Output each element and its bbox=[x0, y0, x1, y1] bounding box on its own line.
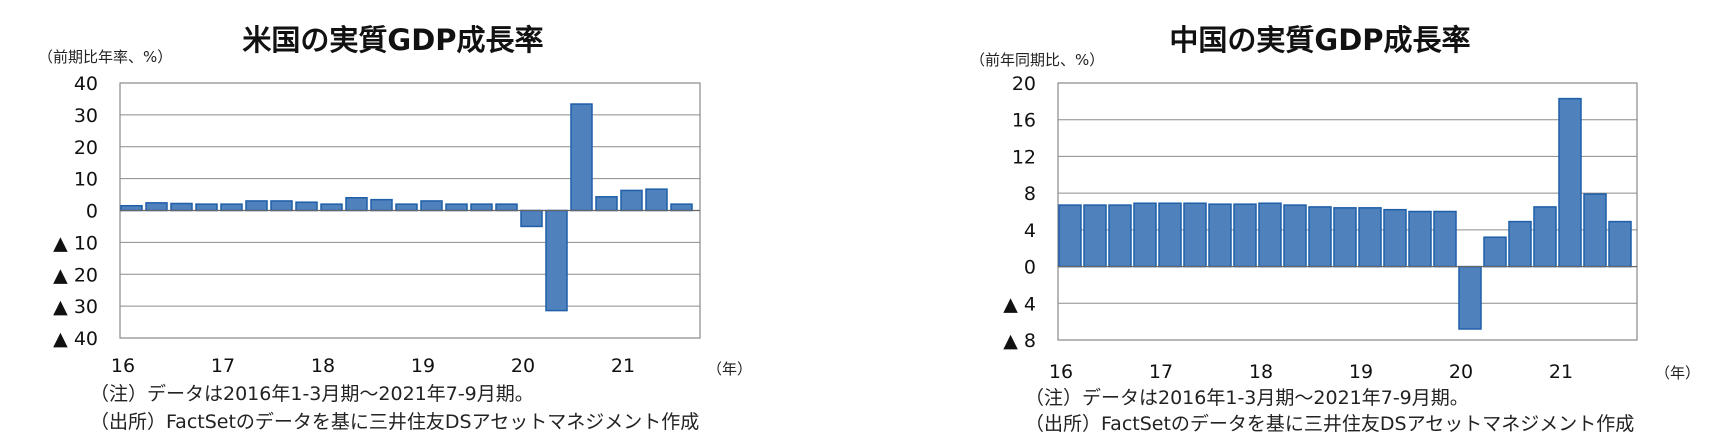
us-bar-2019Q4 bbox=[495, 203, 518, 212]
china-bar-2016Q1 bbox=[1058, 204, 1082, 268]
china-chart-title: 中国の実質GDP成長率 bbox=[1169, 23, 1470, 57]
us-bar-2020Q1 bbox=[520, 209, 543, 228]
china-x-tick-label: 20 bbox=[1449, 361, 1473, 383]
us-bar-2016Q1 bbox=[120, 204, 143, 212]
china-x-axis-unit: （年） bbox=[1655, 364, 1700, 382]
china-bar-2020Q3 bbox=[1508, 220, 1532, 268]
us-bar-2021Q1 bbox=[620, 189, 643, 212]
china-bar-2020Q2 bbox=[1483, 236, 1507, 268]
us-bar-2021Q2 bbox=[645, 188, 668, 212]
china-bar-2021Q3 bbox=[1608, 220, 1632, 268]
us-chart-title: 米国の実質GDP成長率 bbox=[242, 23, 543, 57]
china-y-tick-label: 12 bbox=[1012, 146, 1036, 168]
china-bar-2017Q2 bbox=[1183, 202, 1207, 268]
us-y-tick-label: ▲ 40 bbox=[53, 328, 98, 350]
us-bar-2017Q4 bbox=[295, 201, 318, 212]
us-y-tick-label: 0 bbox=[86, 201, 98, 223]
china-y-tick-label: 20 bbox=[1012, 73, 1036, 95]
china-source: （出所）FactSetのデータを基に三井住友DSアセットマネジメント作成 bbox=[1025, 413, 1634, 435]
us-x-tick-label: 18 bbox=[311, 355, 335, 377]
us-note: （注）データは2016年1-3月期～2021年7-9月期。 bbox=[90, 383, 534, 405]
us-y-axis-unit: （前期比年率、%） bbox=[38, 48, 172, 66]
china-bar-2016Q3 bbox=[1108, 204, 1132, 268]
china-bar-2018Q1 bbox=[1258, 202, 1282, 268]
china-bar-2018Q2 bbox=[1283, 204, 1307, 268]
us-bar-2019Q3 bbox=[470, 203, 493, 212]
us-bar-2020Q2 bbox=[545, 209, 568, 312]
china-bar-2016Q2 bbox=[1083, 204, 1107, 268]
us-bar-2016Q4 bbox=[195, 203, 218, 212]
china-bar-2019Q2 bbox=[1383, 208, 1407, 268]
us-bar-2018Q4 bbox=[395, 203, 418, 212]
china-plot-frame bbox=[1057, 82, 1638, 341]
china-x-tick-label: 16 bbox=[1049, 361, 1073, 383]
china-note: （注）データは2016年1-3月期～2021年7-9月期。 bbox=[1025, 387, 1469, 409]
us-y-tick-label: 30 bbox=[74, 105, 98, 127]
us-x-axis-unit: （年） bbox=[707, 360, 752, 378]
china-x-tick-label: 18 bbox=[1249, 361, 1273, 383]
china-x-tick-label: 17 bbox=[1149, 361, 1173, 383]
us-y-tick-label: ▲ 20 bbox=[53, 264, 98, 286]
us-bar-2020Q4 bbox=[595, 196, 618, 212]
china-y-tick-label: ▲ 8 bbox=[1003, 330, 1036, 352]
china-y-tick-label: 0 bbox=[1024, 257, 1036, 279]
china-bar-2018Q4 bbox=[1333, 207, 1357, 268]
us-bar-2016Q3 bbox=[170, 202, 193, 212]
china-y-axis-unit: （前年同期比、%） bbox=[970, 51, 1104, 69]
china-bar-2020Q4 bbox=[1533, 206, 1557, 268]
us-bar-2018Q2 bbox=[345, 197, 368, 212]
china-bar-2019Q4 bbox=[1433, 210, 1457, 268]
us-y-tick-label: ▲ 10 bbox=[53, 232, 98, 254]
us-bar-2017Q1 bbox=[220, 203, 243, 212]
china-bar-2017Q4 bbox=[1233, 203, 1257, 268]
us-y-tick-label: 40 bbox=[74, 73, 98, 95]
china-plot-area: 20 16 12 8 4 0 ▲ 4 ▲ 8 16 17 18 19 20 21 bbox=[1003, 73, 1638, 383]
china-bar-2020Q1 bbox=[1458, 265, 1482, 330]
china-bar-2019Q1 bbox=[1358, 207, 1382, 268]
china-x-tick-label: 21 bbox=[1549, 361, 1573, 383]
us-x-tick-label: 21 bbox=[611, 355, 635, 377]
china-gdp-chart: 中国の実質GDP成長率 （前年同期比、%） （年） 20 16 12 8 4 0 ▲ 4 ▲ … bbox=[970, 23, 1700, 435]
us-y-tick-label: ▲ 30 bbox=[53, 296, 98, 318]
us-y-tick-label: 10 bbox=[74, 169, 98, 191]
us-x-tick-label: 20 bbox=[511, 355, 535, 377]
us-x-tick-label: 16 bbox=[111, 355, 135, 377]
us-plot-area: 40 30 20 10 0 ▲ 10 ▲ 20 ▲ 30 ▲ 40 16 17 18 19 20 21 bbox=[53, 73, 701, 377]
us-bar-2018Q1 bbox=[320, 203, 343, 212]
us-bar-2019Q2 bbox=[445, 203, 468, 212]
us-x-tick-label: 19 bbox=[411, 355, 435, 377]
us-bar-2017Q2 bbox=[245, 200, 268, 212]
china-bar-2017Q1 bbox=[1158, 202, 1182, 268]
us-y-tick-label: 20 bbox=[74, 137, 98, 159]
china-bar-2021Q1 bbox=[1558, 97, 1582, 268]
china-bar-2016Q4 bbox=[1133, 202, 1157, 268]
china-bar-2018Q3 bbox=[1308, 206, 1332, 268]
china-bar-2019Q3 bbox=[1408, 210, 1432, 268]
china-y-tick-label: 4 bbox=[1024, 220, 1036, 242]
china-y-tick-label: 8 bbox=[1024, 183, 1036, 205]
us-x-tick-label: 17 bbox=[211, 355, 235, 377]
china-y-tick-label: ▲ 4 bbox=[1003, 293, 1036, 315]
china-bar-2021Q2 bbox=[1583, 193, 1607, 268]
us-bar-2020Q3 bbox=[570, 103, 593, 212]
us-bar-2021Q3 bbox=[670, 203, 693, 212]
us-bar-2016Q2 bbox=[145, 202, 168, 212]
china-x-tick-label: 19 bbox=[1349, 361, 1373, 383]
us-bar-2019Q1 bbox=[420, 200, 443, 212]
us-gdp-chart: 米国の実質GDP成長率 （前期比年率、%） （年） 40 30 20 10 0 ▲ 10 ▲… bbox=[38, 23, 752, 433]
us-bar-2018Q3 bbox=[370, 198, 393, 212]
us-bar-2017Q3 bbox=[270, 200, 293, 212]
china-y-tick-label: 16 bbox=[1012, 110, 1036, 132]
china-bar-2017Q3 bbox=[1208, 203, 1232, 268]
us-source: （出所）FactSetのデータを基に三井住友DSアセットマネジメント作成 bbox=[90, 411, 699, 433]
